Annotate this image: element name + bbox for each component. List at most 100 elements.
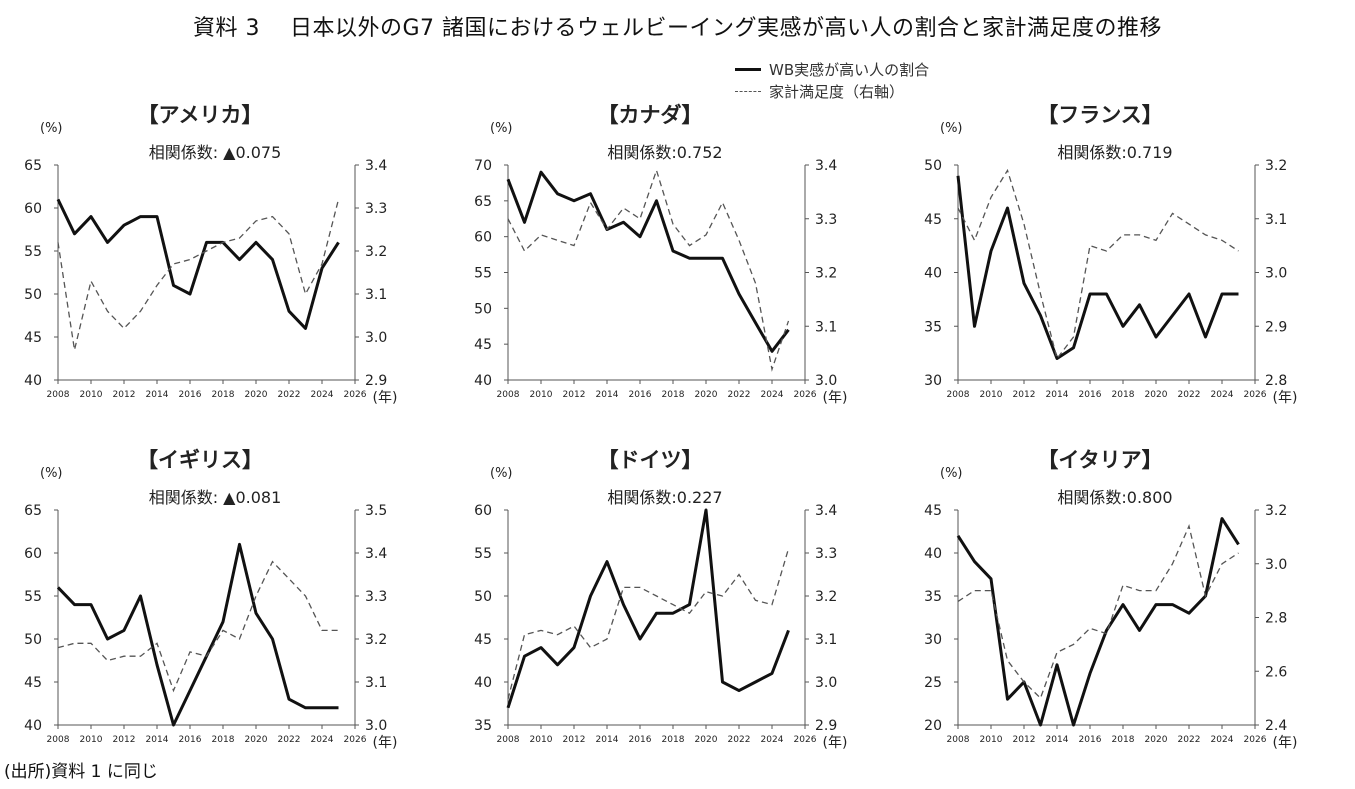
y-tick-label-left: 55 [474, 266, 492, 282]
y-tick-label-left: 60 [24, 201, 42, 217]
x-tick-label: 2018 [662, 390, 685, 400]
x-tick-label: 2010 [530, 390, 553, 400]
y-tick-label-left: 35 [474, 718, 492, 734]
x-tick-label: 2026 [794, 735, 817, 745]
x-unit-label: (年) [373, 390, 398, 406]
y-tick-label-left: 60 [474, 503, 492, 519]
correlation-label: 相関係数: ▲0.081 [149, 488, 282, 507]
x-tick-label: 2018 [662, 735, 685, 745]
y-tick-label-right: 3.3 [815, 212, 837, 228]
x-tick-label: 2024 [311, 735, 334, 745]
legend-entry-wb: WB実感が高い人の割合 [735, 58, 929, 80]
chart-panel-germany: 【ドイツ】 相関係数:0.227 (%) 35 40 45 50 55 60 2.9 3.0 3.1 3… [450, 445, 900, 775]
x-tick-label: 2022 [728, 390, 751, 400]
y-tick-label-right: 2.9 [1265, 319, 1287, 335]
y-tick-label-right: 2.9 [365, 373, 387, 389]
x-tick-label: 2008 [947, 390, 970, 400]
x-tick-label: 2018 [212, 735, 235, 745]
x-tick-label: 2016 [629, 390, 652, 400]
y-unit-label: (%) [490, 121, 513, 136]
y-tick-label-left: 65 [474, 194, 492, 210]
correlation-label: 相関係数:0.800 [1057, 488, 1172, 507]
y-tick-label-left: 40 [474, 675, 492, 691]
y-tick-label-right: 3.2 [1265, 158, 1287, 174]
chart-title: 【アメリカ】 [138, 103, 263, 127]
y-tick-label-right: 3.5 [365, 503, 387, 519]
x-tick-label: 2012 [113, 390, 136, 400]
correlation-label: 相関係数: ▲0.075 [149, 143, 282, 162]
y-tick-label-left: 45 [474, 632, 492, 648]
x-tick-label: 2008 [47, 735, 70, 745]
correlation-label: 相関係数:0.227 [607, 488, 722, 507]
x-tick-label: 2024 [761, 390, 784, 400]
chart-svg: 【イギリス】相関係数: ▲0.081 (%) 40 45 50 55 60 65 3.0 3.1 3… [24, 448, 398, 751]
y-tick-label-left: 50 [474, 589, 492, 605]
y-unit-label: (%) [40, 466, 63, 481]
y-tick-label-right: 2.9 [815, 718, 837, 734]
y-tick-label-right: 3.4 [815, 158, 837, 174]
y-tick-label-right: 2.6 [1265, 664, 1287, 680]
y-tick-label-left: 40 [924, 266, 942, 282]
y-tick-label-left: 45 [24, 675, 42, 691]
x-tick-label: 2014 [146, 735, 169, 745]
y-tick-label-right: 3.1 [365, 675, 387, 691]
x-tick-label: 2020 [1145, 390, 1168, 400]
chart-panel-italy: 【イタリア】 相関係数:0.800 (%) 20 25 30 35 40 45 2.4 2.6 2.8… [900, 445, 1350, 775]
y-tick-label-right: 3.2 [365, 244, 387, 260]
x-tick-label: 2026 [1244, 735, 1267, 745]
y-tick-label-left: 55 [24, 589, 42, 605]
y-unit-label: (%) [40, 121, 63, 136]
y-tick-label-right: 3.0 [1265, 557, 1287, 573]
series-line-wb [956, 175, 1239, 360]
chart-title: 【カナダ】 [598, 103, 703, 127]
series-line-household [57, 199, 340, 351]
y-tick-label-left: 50 [474, 301, 492, 317]
x-tick-label: 2012 [563, 735, 586, 745]
y-tick-label-left: 50 [24, 632, 42, 648]
y-tick-label-right: 3.1 [365, 287, 387, 303]
y-tick-label-right: 3.2 [815, 589, 837, 605]
y-unit-label: (%) [490, 466, 513, 481]
x-unit-label: (年) [373, 735, 398, 751]
legend-swatch-solid [735, 67, 761, 71]
x-tick-label: 2024 [311, 390, 334, 400]
y-tick-label-left: 50 [924, 158, 942, 174]
y-tick-label-left: 70 [474, 158, 492, 174]
y-tick-label-left: 65 [24, 503, 42, 519]
chart-svg: 【カナダ】相関係数:0.752 (%) 40 45 50 55 60 65 70 3.0 3.1 3.… [474, 103, 847, 406]
x-tick-label: 2010 [530, 735, 553, 745]
x-tick-label: 2014 [596, 735, 619, 745]
x-tick-label: 2018 [1112, 390, 1135, 400]
y-tick-label-right: 3.3 [815, 546, 837, 562]
x-tick-label: 2020 [245, 390, 268, 400]
x-tick-label: 2022 [728, 735, 751, 745]
x-tick-label: 2020 [695, 390, 718, 400]
chart-panel-france: 【フランス】 相関係数:0.719 (%) 30 35 40 45 50 2.8 2.9 3.0 3.… [900, 100, 1350, 430]
y-tick-label-left: 45 [474, 337, 492, 353]
x-tick-label: 2010 [980, 390, 1003, 400]
x-tick-label: 2016 [179, 735, 202, 745]
y-tick-label-right: 3.3 [365, 589, 387, 605]
y-tick-label-right: 3.0 [365, 330, 387, 346]
chart-panel-usa: 【アメリカ】 相関係数: ▲0.075 (%) 40 45 50 55 60 65 2.9 3.0 3… [0, 100, 450, 430]
chart-title: 【イギリス】 [137, 448, 263, 472]
x-tick-label: 2026 [794, 390, 817, 400]
legend-label-household: 家計満足度（右軸） [769, 82, 905, 101]
y-tick-label-left: 35 [924, 319, 942, 335]
chart-legend: WB実感が高い人の割合 家計満足度（右軸） [735, 58, 929, 102]
source-note: (出所)資料 1 に同じ [4, 762, 158, 782]
y-tick-label-left: 55 [24, 244, 42, 260]
x-tick-label: 2026 [344, 735, 367, 745]
x-tick-label: 2012 [1013, 390, 1036, 400]
x-tick-label: 2022 [278, 735, 301, 745]
y-tick-label-right: 3.4 [815, 503, 837, 519]
y-tick-label-right: 3.0 [365, 718, 387, 734]
y-tick-label-right: 3.1 [815, 632, 837, 648]
x-tick-label: 2014 [596, 390, 619, 400]
figure-title: 資料 3 日本以外のG7 諸国におけるウェルビーイング実感が高い人の割合と家計満… [192, 16, 1163, 41]
x-tick-label: 2020 [245, 735, 268, 745]
legend-swatch-dashed [735, 90, 761, 92]
correlation-label: 相関係数:0.719 [1057, 143, 1172, 162]
y-tick-label-right: 2.8 [1265, 611, 1287, 627]
x-tick-label: 2014 [1046, 390, 1069, 400]
